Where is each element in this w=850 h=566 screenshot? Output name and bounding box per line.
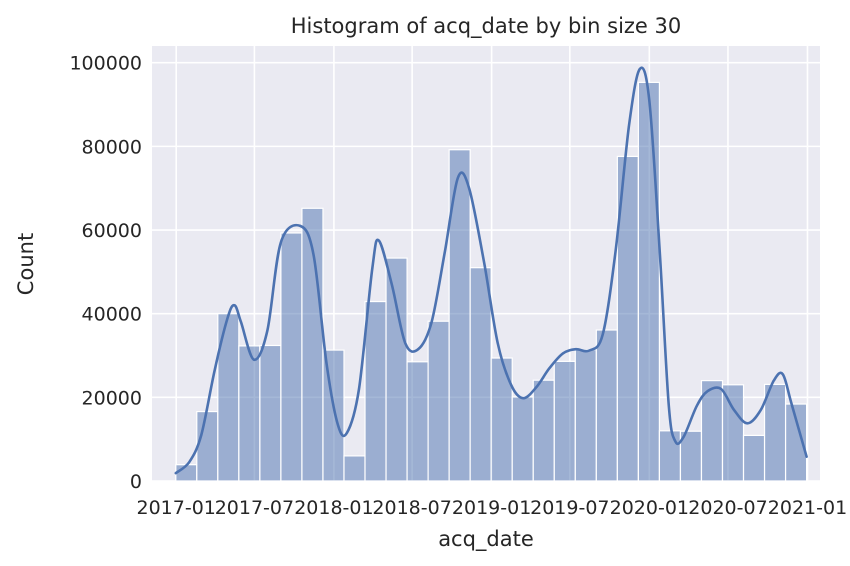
histogram-bar (469, 267, 492, 482)
y-tick-label: 60000 (82, 220, 142, 242)
x-tick-label: 2021-01 (768, 497, 847, 519)
histogram-bar (742, 434, 766, 482)
x-tick-label: 2018-01 (294, 497, 373, 519)
histogram-bar (238, 345, 261, 482)
histogram-bar (553, 360, 576, 482)
histogram-bar (427, 320, 450, 482)
histogram-bar (532, 379, 555, 482)
histogram-bar (721, 384, 745, 482)
histogram-bar (595, 329, 618, 482)
histogram-bar (364, 300, 387, 482)
kde-curve (174, 66, 808, 475)
histogram-bar (637, 81, 661, 482)
y-tick-label: 80000 (82, 136, 142, 158)
histogram-bar (574, 349, 597, 482)
histogram-bar (511, 396, 534, 482)
histogram-bar (196, 410, 219, 482)
x-tick-label: 2018-07 (372, 497, 451, 519)
x-axis-label: acq_date (438, 527, 534, 552)
histogram-bar (385, 257, 408, 482)
histogram-bar (658, 430, 682, 482)
histogram-bar (280, 232, 303, 482)
histogram-bar (490, 357, 513, 482)
chart-title: Histogram of acq_date by bin size 30 (291, 14, 682, 39)
x-tick-label: 2020-01 (610, 497, 689, 519)
y-axis-label: Count (14, 233, 38, 295)
x-tick-label: 2017-01 (137, 497, 216, 519)
y-tick-label: 20000 (82, 387, 142, 409)
y-tick-label: 40000 (82, 304, 142, 326)
histogram-bar (406, 361, 429, 482)
histogram-bar (343, 455, 366, 482)
x-tick-label: 2019-07 (530, 497, 609, 519)
histogram-bar (259, 344, 282, 482)
y-tick-label: 0 (130, 471, 142, 493)
x-tick-label: 2017-07 (215, 497, 294, 519)
y-tick-labels: 0 20000 40000 60000 80000 100000 (69, 53, 142, 493)
histogram-bar (784, 403, 808, 482)
histogram-bar (763, 383, 787, 482)
y-tick-label: 100000 (69, 53, 142, 75)
x-tick-label: 2019-01 (452, 497, 531, 519)
histogram-bar (322, 349, 345, 482)
x-tick-label: 2020-07 (688, 497, 767, 519)
